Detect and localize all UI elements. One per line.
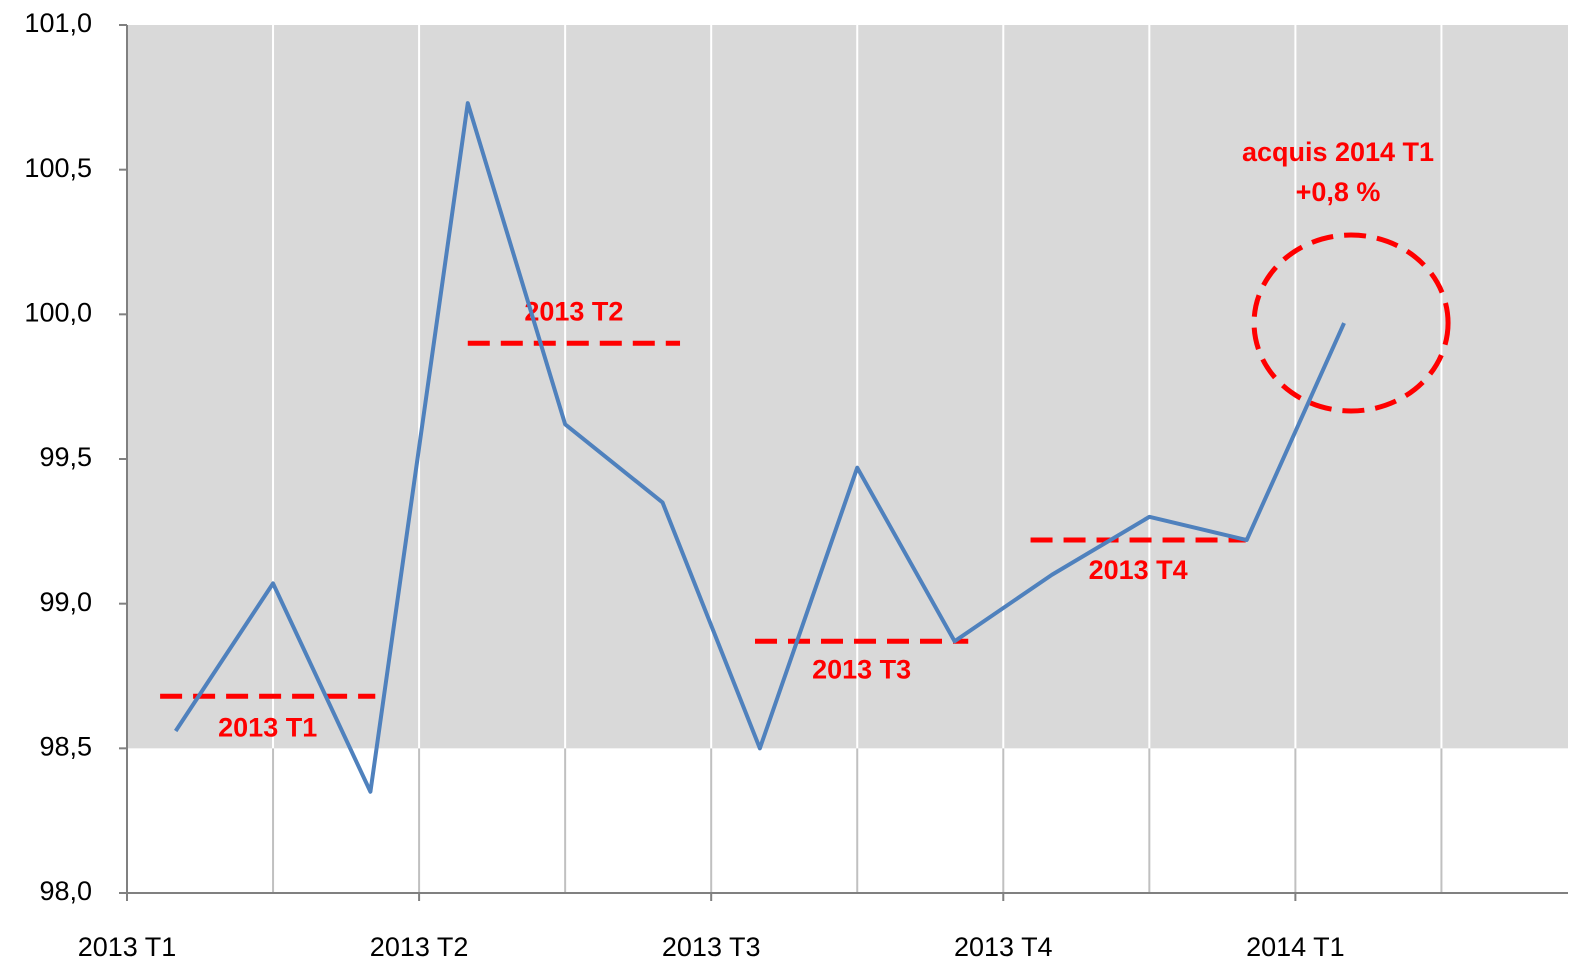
x-tick-label: 2013 T1 [78,932,177,962]
y-tick-label: 100,0 [24,297,92,327]
y-tick-label: 98,0 [39,876,92,906]
y-tick-label: 98,5 [39,731,92,761]
series-line [174,101,1346,794]
average-label: 2013 T1 [218,712,317,742]
x-tick-label: 2014 T1 [1246,932,1345,962]
y-tick-label: 101,0 [24,8,92,38]
y-tick-label: 99,0 [39,587,92,617]
annotation: acquis 2014 T1 [1242,137,1434,167]
highlight-circle [1251,232,1451,414]
annotation: +0,8 % [1296,177,1381,207]
x-tick-label: 2013 T3 [662,932,761,962]
average-label: 2013 T3 [812,654,911,684]
average-label: 2013 T4 [1089,555,1188,585]
x-tick-label: 2013 T4 [954,932,1053,962]
y-tick-label: 99,5 [39,442,92,472]
x-tick-label: 2013 T2 [370,932,469,962]
average-label: 2013 T2 [524,296,623,326]
shaded-band [127,25,1568,749]
y-tick-label: 100,5 [24,153,92,183]
